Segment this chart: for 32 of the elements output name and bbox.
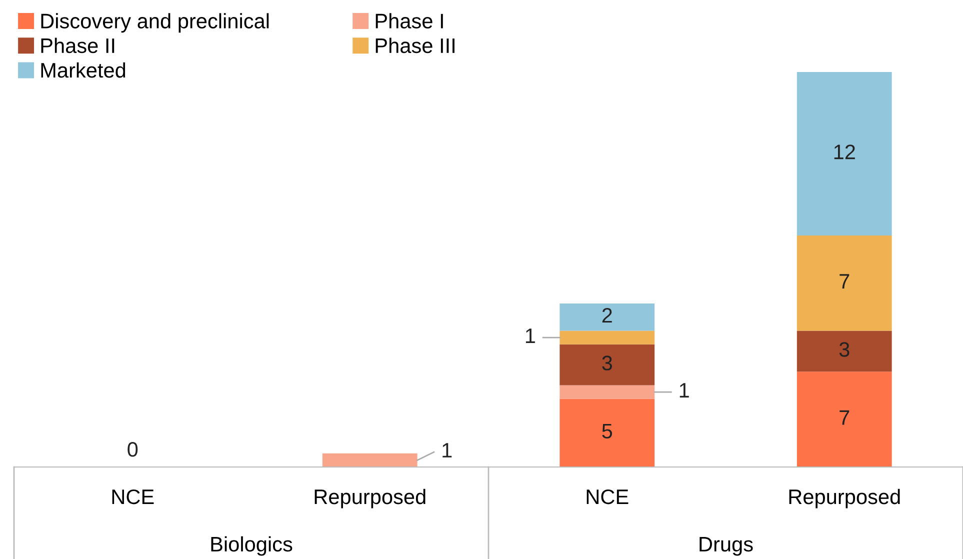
data-label: 7 xyxy=(840,274,850,289)
data-label: 2 xyxy=(602,308,612,323)
text: Biologics xyxy=(211,536,292,556)
bar xyxy=(796,72,892,236)
x-tick-label: NCE xyxy=(112,489,154,504)
bar xyxy=(560,330,655,344)
x-tick-label: Repurposed xyxy=(789,488,900,508)
data-label: 1 xyxy=(442,443,452,458)
bar xyxy=(322,453,418,467)
data-label: 0 xyxy=(128,442,138,457)
bar xyxy=(560,344,655,386)
data-label: 3 xyxy=(602,356,612,370)
legend-label: Phase III xyxy=(376,38,454,54)
x-tick-label: Repurposed xyxy=(314,488,426,508)
bar xyxy=(560,398,655,467)
legend-label: Marketed xyxy=(41,62,126,78)
data-label: 3 xyxy=(839,342,850,357)
data-label: 1 xyxy=(526,328,535,343)
bar xyxy=(796,372,892,467)
data-label: 5 xyxy=(602,424,612,439)
legend-label: Phase I xyxy=(376,13,443,28)
legend-label: Discovery and preclinical xyxy=(41,13,269,33)
data-label: 7 xyxy=(840,410,850,425)
data-label: 12 xyxy=(834,144,855,160)
x-tick-label: NCE xyxy=(586,489,628,504)
bar xyxy=(796,330,892,372)
bar xyxy=(560,385,655,399)
bar xyxy=(560,304,655,331)
text: Drugs xyxy=(700,537,753,556)
legend-label: Phase II xyxy=(41,38,114,54)
bar xyxy=(796,235,892,331)
data-label: 1 xyxy=(680,383,689,398)
